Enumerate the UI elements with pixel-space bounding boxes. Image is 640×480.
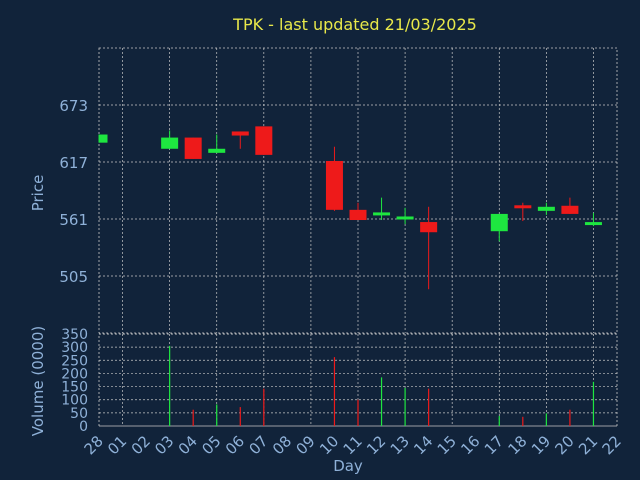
day-tick-label: 03 (151, 432, 177, 458)
day-tick-label: 05 (198, 432, 224, 458)
candle-body (255, 126, 273, 155)
volume-axis-label: Volume (0000) (29, 326, 47, 436)
day-tick-label: 14 (410, 432, 436, 458)
x-axis-label: Day (333, 457, 363, 475)
day-tick-label: 02 (128, 432, 154, 458)
candle-body (349, 209, 367, 221)
day-tick-label: 07 (245, 432, 271, 458)
tick-layer: 5055616176730501001502002503003502801020… (59, 97, 624, 458)
marks-layer (98, 126, 602, 426)
volume-tick-label: 100 (61, 393, 88, 409)
volume-tick-label: 200 (61, 366, 88, 382)
day-tick-label: 17 (481, 432, 507, 458)
candle-body (99, 134, 108, 143)
candle-body (396, 216, 414, 220)
candle-body (208, 148, 226, 153)
volume-tick-label: 300 (61, 340, 88, 356)
grid-layer (98, 47, 618, 427)
day-tick-label: 21 (575, 432, 601, 458)
volume-tick-label: 0 (79, 419, 88, 435)
day-tick-label: 10 (316, 432, 342, 458)
day-tick-label: 04 (175, 432, 201, 458)
day-tick-label: 01 (104, 432, 130, 458)
volume-tick-label: 150 (61, 380, 88, 396)
price-axis-label: Price (29, 175, 47, 212)
day-tick-label: 22 (599, 432, 625, 458)
candle-body (490, 213, 508, 232)
candle-body (325, 160, 343, 210)
candle-body (514, 205, 532, 209)
day-tick-label: 20 (552, 432, 578, 458)
price-tick-label: 561 (59, 211, 88, 229)
price-tick-label: 673 (59, 97, 88, 115)
day-tick-label: 11 (340, 432, 366, 458)
volume-tick-label: 250 (61, 353, 88, 369)
price-panel-frame (98, 47, 618, 334)
day-tick-label: 09 (293, 432, 319, 458)
candle-body (420, 222, 438, 233)
day-tick-label: 28 (81, 432, 107, 458)
volume-tick-label: 50 (70, 406, 88, 422)
day-tick-label: 19 (528, 432, 554, 458)
candle-body (373, 212, 391, 216)
day-tick-label: 06 (222, 432, 248, 458)
price-tick-label: 617 (59, 154, 88, 172)
day-tick-label: 08 (269, 432, 295, 458)
chart-title: TPK - last updated 21/03/2025 (232, 15, 477, 34)
day-tick-label: 13 (387, 432, 413, 458)
day-tick-label: 16 (457, 432, 483, 458)
candle-body (561, 205, 579, 214)
candle-body (161, 137, 179, 149)
day-tick-label: 12 (363, 432, 389, 458)
volume-tick-label: 350 (61, 327, 88, 343)
candle-body (231, 131, 249, 136)
day-tick-label: 18 (504, 432, 530, 458)
candle-body (584, 222, 602, 226)
candle-body (537, 206, 555, 211)
candle-body (184, 137, 202, 159)
price-tick-label: 505 (59, 268, 88, 286)
day-tick-label: 15 (434, 432, 460, 458)
